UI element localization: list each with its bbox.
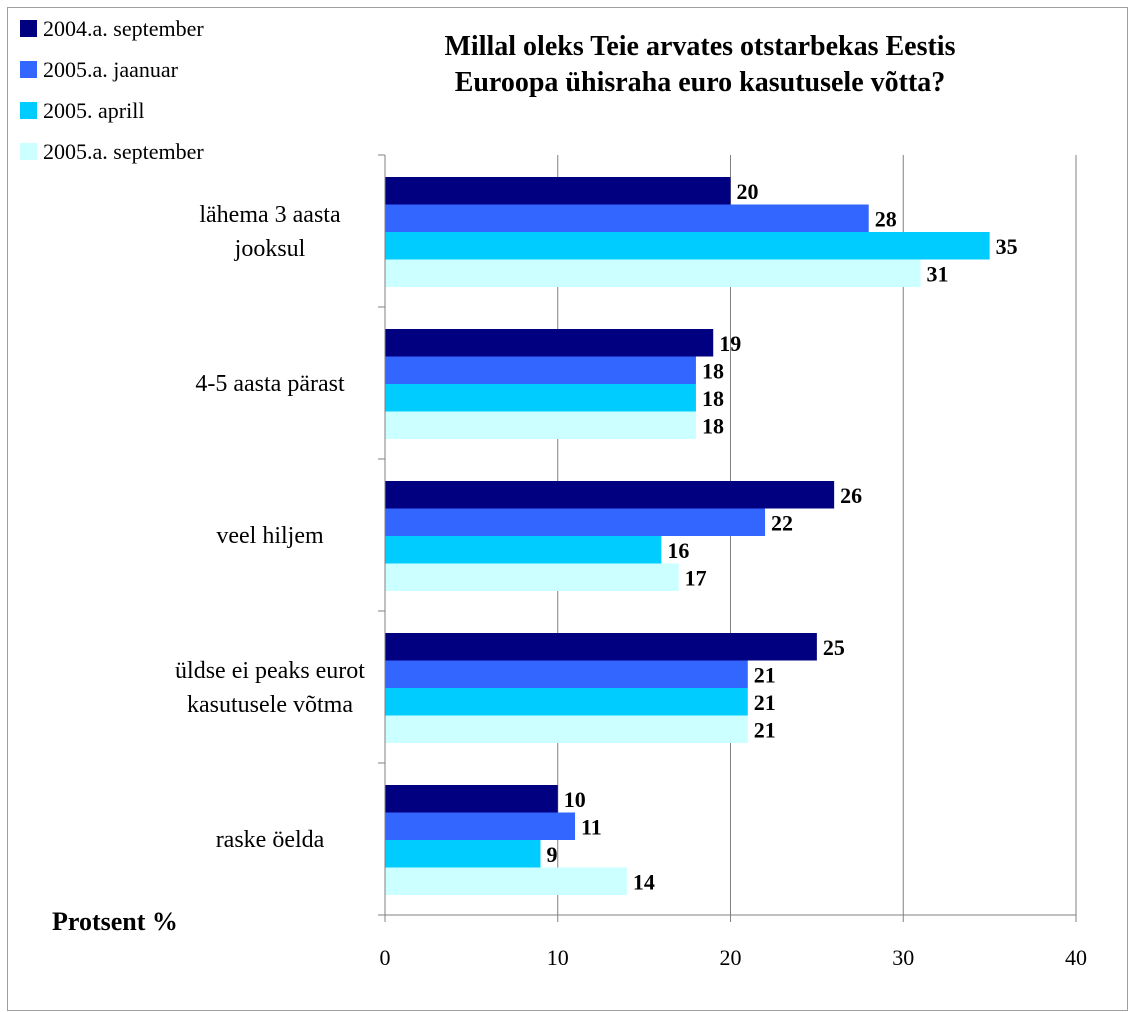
x-tick-label: 30 <box>892 945 914 970</box>
data-label: 18 <box>702 413 724 438</box>
data-label: 21 <box>754 690 776 715</box>
data-label: 22 <box>771 510 793 535</box>
category-label-line: jooksul <box>234 236 306 262</box>
data-label: 20 <box>737 179 759 204</box>
bar <box>385 356 696 384</box>
bar <box>385 508 766 536</box>
chart-title-line: Millal oleks Teie arvates otstarbekas Ee… <box>445 31 956 62</box>
legend-swatch <box>20 143 37 160</box>
x-tick-label: 40 <box>1065 945 1087 970</box>
bar <box>385 536 662 564</box>
data-label: 26 <box>840 483 862 508</box>
bar <box>385 204 869 232</box>
legend-label: 2004.a. september <box>43 16 204 41</box>
bar <box>385 411 696 439</box>
data-label: 18 <box>702 386 724 411</box>
data-label: 11 <box>581 814 602 839</box>
bars <box>385 177 990 895</box>
x-tick-label: 20 <box>720 945 742 970</box>
category-label-line: kasutusele võtma <box>187 692 353 718</box>
chart-title: Millal oleks Teie arvates otstarbekas Ee… <box>445 31 956 98</box>
data-label: 17 <box>685 565 707 590</box>
axes <box>378 154 1077 922</box>
bar <box>385 715 748 743</box>
bar <box>385 259 921 287</box>
bar <box>385 688 748 716</box>
data-label: 21 <box>754 717 776 742</box>
data-label: 25 <box>823 635 845 660</box>
data-label: 21 <box>754 662 776 687</box>
chart-title-line: Euroopa ühisraha euro kasutusele võtta? <box>455 67 946 98</box>
bar <box>385 660 748 688</box>
bar <box>385 329 714 357</box>
data-label: 9 <box>546 842 557 867</box>
legend-swatch <box>20 20 37 37</box>
data-label: 14 <box>633 869 655 894</box>
x-tick-label: 10 <box>547 945 569 970</box>
category-label-line: üldse ei peaks eurot <box>175 658 365 684</box>
bar <box>385 384 696 412</box>
data-label: 18 <box>702 358 724 383</box>
category-label-line: veel hiljem <box>216 523 324 549</box>
x-tick-labels: 0 10 20 30 40 <box>380 945 1088 970</box>
category-label-line: lähema 3 aasta <box>199 202 341 228</box>
bar <box>385 633 817 661</box>
category-label-line: 4-5 aasta pärast <box>195 371 345 397</box>
data-label: 31 <box>927 261 949 286</box>
legend: 2004.a. september 2005.a. jaanuar 2005. ap… <box>20 16 204 164</box>
bar <box>385 812 576 840</box>
data-label: 19 <box>719 331 741 356</box>
legend-swatch <box>20 102 37 119</box>
legend-swatch <box>20 61 37 78</box>
category-label: üldse ei peaks eurot kasutusele võtma <box>175 658 365 718</box>
category-label: raske öelda <box>216 827 325 853</box>
category-label: lähema 3 aasta jooksul <box>199 202 341 262</box>
data-label: 10 <box>564 787 586 812</box>
legend-label: 2005. aprill <box>43 98 144 123</box>
category-labels: lähema 3 aasta jooksul 4-5 aasta pärast vee… <box>175 202 365 853</box>
bar <box>385 867 627 895</box>
category-label: 4-5 aasta pärast <box>195 371 345 397</box>
data-label: 28 <box>875 206 897 231</box>
bar <box>385 563 679 591</box>
category-label: veel hiljem <box>216 523 324 549</box>
bar <box>385 177 731 205</box>
category-label-line: raske öelda <box>216 827 325 853</box>
bar <box>385 232 990 260</box>
bar <box>385 481 835 509</box>
bar <box>385 785 558 813</box>
data-label: 16 <box>667 538 689 563</box>
legend-label: 2005.a. september <box>43 139 204 164</box>
x-axis-label: Protsent % <box>52 907 178 936</box>
bar <box>385 840 541 868</box>
data-label: 35 <box>996 234 1018 259</box>
legend-label: 2005.a. jaanuar <box>43 57 179 82</box>
x-tick-label: 0 <box>380 945 391 970</box>
